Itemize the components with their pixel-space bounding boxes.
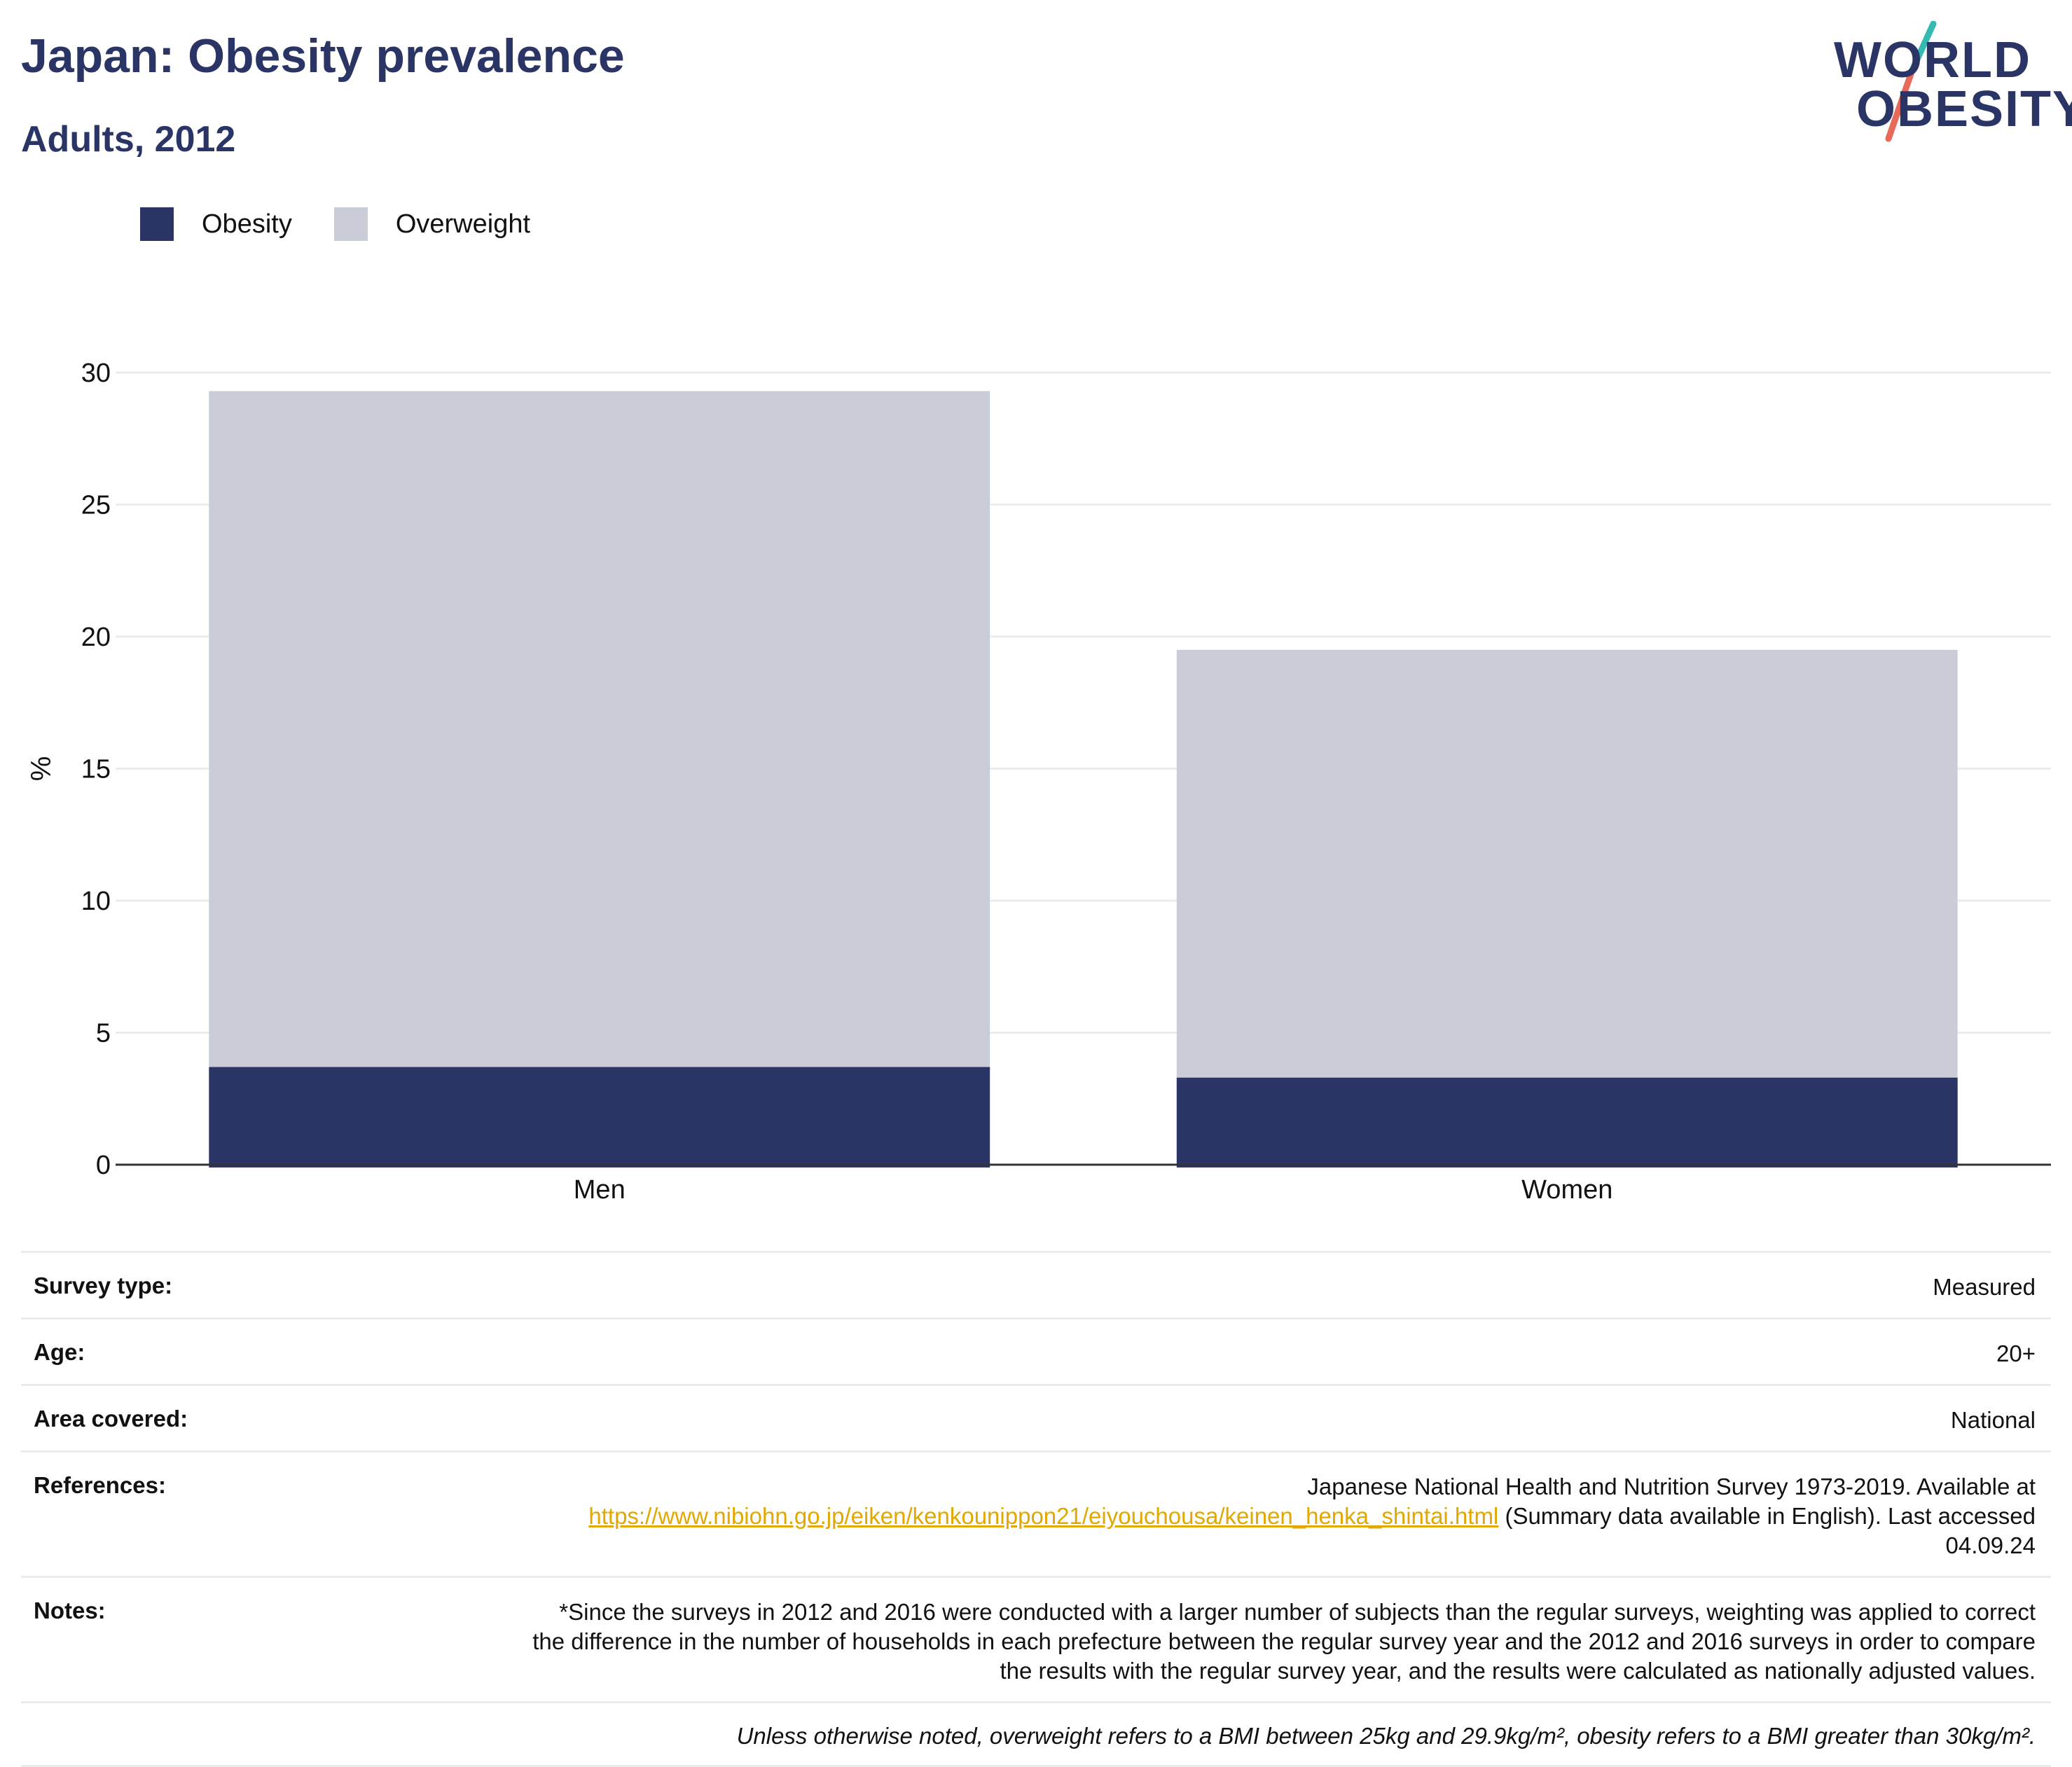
survey-type-label: Survey type: [34, 1273, 173, 1298]
y-tick-label: 15 [81, 755, 111, 784]
legend-label-obesity: Obesity [202, 209, 292, 239]
legend-swatch-overweight [333, 207, 368, 241]
bar-overweight-women [1176, 649, 1958, 1078]
legend-item-obesity[interactable]: Obesity [140, 207, 292, 241]
meta-row-notes: Notes: *Since the surveys in 2012 and 20… [21, 1578, 2051, 1703]
chart-title: Japan: Obesity prevalence [21, 29, 625, 83]
legend-swatch-obesity [140, 207, 174, 241]
references-value: Japanese National Health and Nutrition S… [523, 1472, 2036, 1560]
y-tick-label: 10 [81, 887, 111, 916]
meta-row-references: References: Japanese National Health and… [21, 1453, 2051, 1578]
logo-slash-icon [1885, 21, 1937, 142]
survey-type-value: Measured [1933, 1274, 2036, 1300]
bar-chart: 0 5 10 15 20 25 30% Men Women [26, 359, 2051, 1205]
chart-subtitle: Adults, 2012 [21, 119, 236, 160]
y-tick-label: 0 [96, 1151, 111, 1180]
references-link[interactable]: https://www.nibiohn.go.jp/eiken/kenkouni… [588, 1503, 1499, 1529]
y-axis-title: % [26, 756, 57, 782]
meta-row-footnote: Unless otherwise noted, overweight refer… [21, 1703, 2051, 1767]
y-tick-label: 25 [81, 491, 111, 520]
x-tick-label: Men [574, 1175, 626, 1205]
area-covered-value: National [1950, 1407, 2036, 1433]
logo-text-world: WORLD [1834, 32, 2031, 88]
meta-row-area: Area covered: National [21, 1386, 2051, 1453]
logo-text-obesity: OBESITY [1856, 81, 2072, 137]
metadata-table: Survey type: Measured Age: 20+ Area cove… [21, 1251, 2051, 1767]
bar-overweight-men [209, 391, 990, 1067]
legend-item-overweight[interactable]: Overweight [333, 207, 531, 241]
age-label: Age: [34, 1339, 85, 1365]
bmi-definition-footnote: Unless otherwise noted, overweight refer… [736, 1723, 2036, 1749]
chart-legend: Obesity Overweight [140, 207, 572, 241]
bar-obesity-men [209, 1067, 990, 1167]
meta-row-survey-type: Survey type: Measured [21, 1253, 2051, 1319]
y-tick-label: 20 [81, 623, 111, 652]
references-text-before: Japanese National Health and Nutrition S… [1307, 1474, 2036, 1499]
notes-value: *Since the surveys in 2012 and 2016 were… [532, 1599, 2036, 1684]
y-tick-label: 30 [81, 359, 111, 388]
notes-label: Notes: [34, 1598, 106, 1623]
references-text-after: (Summary data available in English). Las… [1505, 1503, 2036, 1558]
area-covered-label: Area covered: [34, 1406, 188, 1432]
y-tick-label: 5 [96, 1019, 111, 1048]
bar-obesity-women [1176, 1077, 1958, 1167]
legend-label-overweight: Overweight [395, 209, 531, 239]
x-tick-label: Women [1521, 1175, 1612, 1205]
world-obesity-logo: WORLD OBESITY [1821, 21, 2072, 147]
references-label: References: [34, 1472, 166, 1498]
meta-row-age: Age: 20+ [21, 1319, 2051, 1386]
age-value: 20+ [1996, 1340, 2036, 1366]
